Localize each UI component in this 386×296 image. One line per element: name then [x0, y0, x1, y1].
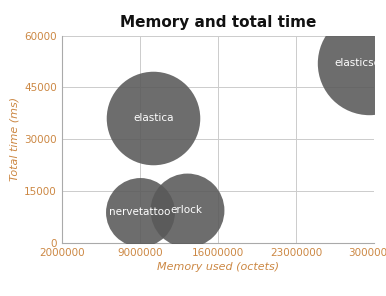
Point [137, 209, 143, 214]
Text: elasticsearch: elasticsearch [334, 58, 386, 68]
Text: nervetattoo: nervetattoo [109, 207, 171, 217]
X-axis label: Memory used (octets): Memory used (octets) [157, 262, 279, 272]
Point [184, 207, 190, 212]
Point [366, 61, 372, 65]
Title: Memory and total time: Memory and total time [120, 15, 316, 30]
Text: elastica: elastica [133, 113, 174, 123]
Point [150, 116, 156, 121]
Text: erlock: erlock [171, 205, 203, 215]
Y-axis label: Total time (ms): Total time (ms) [10, 97, 20, 181]
